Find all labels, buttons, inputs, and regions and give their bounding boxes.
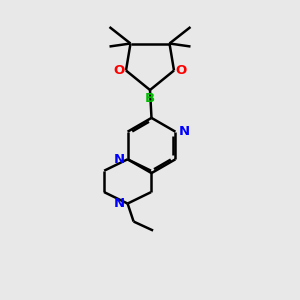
Text: N: N [114, 153, 125, 166]
Text: N: N [114, 197, 125, 210]
Text: O: O [113, 64, 124, 77]
Text: O: O [176, 64, 187, 77]
Text: N: N [179, 125, 190, 138]
Text: B: B [145, 92, 155, 104]
